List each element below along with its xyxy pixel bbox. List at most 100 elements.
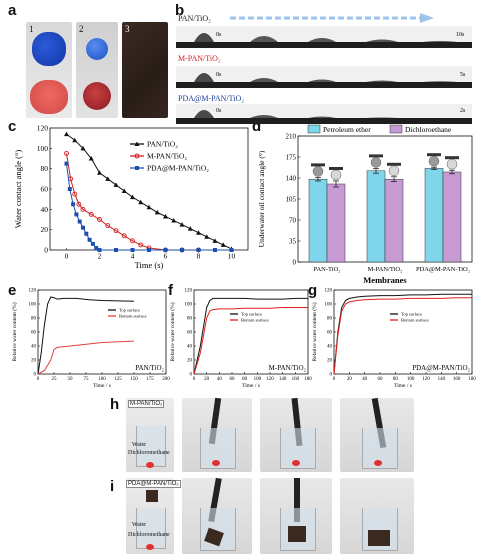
panel-label-i: i — [110, 478, 115, 495]
data-point-triangle — [130, 194, 135, 200]
series-line — [193, 307, 308, 375]
y-tick-label: 100 — [185, 303, 193, 308]
chart-f-relative-water-content: 0 20 40 60 80 100 120 140 160 180 0 20 40 60 80 100 120 T… — [169, 289, 312, 389]
data-point-triangle — [146, 204, 152, 210]
y-tick-label: 120 — [37, 124, 49, 133]
sample-number-1: 1 — [29, 24, 34, 34]
photo-sample-2: 2 — [76, 22, 118, 118]
y-tick-label: 80 — [41, 164, 49, 173]
data-point-circle — [121, 233, 127, 239]
legend-label: Top surface — [119, 308, 140, 313]
drop-thumb-surface — [369, 154, 383, 158]
photo-i-1: PDA@M-PAN/TiO₂ Water Dichloromethane — [126, 478, 181, 554]
x-tick-label: 20 — [204, 377, 210, 382]
y-tick-label: 70 — [289, 217, 297, 225]
data-point-circle — [105, 223, 111, 229]
data-point-circle — [97, 217, 102, 222]
y-tick-label: 40 — [31, 345, 37, 350]
data-point-triangle — [64, 131, 69, 137]
drop-thumb — [428, 155, 440, 167]
drop-thumb-surface — [427, 153, 441, 157]
data-point-circle — [80, 206, 86, 212]
y-axis-label: Water contact angle (°) — [13, 150, 23, 229]
x-tick-label: 140 — [438, 377, 446, 382]
data-point-square — [77, 219, 82, 224]
y-tick-label: 60 — [187, 331, 193, 336]
legend-label: PAN/TiO₂ — [147, 140, 178, 149]
legend-label: Bottom surface — [119, 314, 147, 319]
tag-h: M-PAN/TiO₂ — [128, 400, 165, 408]
blue-stain — [32, 32, 66, 66]
data-point-triangle — [220, 242, 226, 247]
row-name-pda: PDA@M-PAN/TiO₂ — [178, 94, 244, 103]
data-point-square — [163, 248, 168, 252]
legend-label: Bottom surface — [401, 318, 429, 323]
drop-thumb-surface — [311, 163, 325, 167]
row-strip-mpan — [176, 66, 472, 88]
row-name-pan: PAN/TiO₂ — [178, 14, 211, 23]
chart-e-relative-water-content: 0 25 50 75 100 125 150 175 200 0 20 40 60 80 100 120 Tim… — [11, 289, 170, 389]
drop-thumb-surface — [387, 162, 401, 166]
panel-label-b: b — [175, 2, 185, 19]
x-tick-label: 60 — [230, 377, 236, 382]
data-point-square — [196, 248, 201, 252]
photo-i-3 — [260, 478, 332, 554]
photo-i-4 — [340, 478, 414, 554]
x-axis-label: Membranes — [363, 275, 407, 285]
bar — [366, 170, 386, 263]
y-tick-label: 100 — [37, 144, 49, 153]
y-tick-label: 0 — [293, 259, 297, 267]
bar — [442, 171, 462, 263]
y-axis-label: Relative water content (%) — [311, 302, 318, 361]
chart-d-oil-contact-angle: 0 35 70 105 140 175 210 PAN-TiO₂ M-PAN/TiO₂ PDA@M… — [257, 124, 473, 285]
bar — [424, 168, 444, 263]
y-tick-label: 0 — [330, 373, 333, 378]
data-point-triangle — [179, 222, 185, 227]
x-axis-label: Time / s — [242, 383, 260, 389]
y-tick-label: 0 — [34, 373, 37, 378]
x-tick-label: 175 — [146, 377, 154, 382]
chart-annotation: PDA@M-PAN/TiO₂ — [412, 364, 470, 372]
y-tick-label: 35 — [289, 238, 297, 246]
row-tend-pan: 10s — [456, 32, 465, 38]
data-point-square — [147, 248, 151, 252]
x-tick-label: 40 — [217, 377, 223, 382]
panel-label-c: c — [8, 118, 17, 135]
chart-annotation: M-PAN/TiO₂ — [269, 364, 307, 372]
legend-swatch — [389, 124, 403, 134]
x-tick-label: 2 — [98, 252, 102, 261]
data-point-square — [130, 248, 135, 252]
photo-h-3 — [260, 397, 332, 472]
photo-sample-3: 3 — [122, 22, 168, 118]
legend-label: Top surface — [241, 312, 262, 317]
label-water-i: Water — [132, 522, 147, 528]
data-point-square — [229, 248, 234, 252]
photo-h-2 — [182, 397, 252, 472]
x-tick-label: PDA@M-PAN-TiO₂ — [416, 266, 470, 273]
row-t0-pda: 0s — [216, 108, 222, 114]
x-tick-label: 100 — [407, 377, 415, 382]
data-point-triangle — [171, 218, 177, 223]
row-tend-pda: 2s — [460, 108, 466, 114]
dark-membrane-i4 — [368, 530, 390, 546]
sample-number-2: 2 — [79, 24, 84, 34]
photo-h-4 — [340, 397, 414, 472]
series-line — [37, 296, 135, 375]
data-point-square — [213, 248, 217, 252]
x-tick-label: 20 — [347, 377, 353, 382]
y-tick-label: 20 — [187, 359, 193, 364]
data-point-square — [97, 248, 102, 252]
panel-b-drop-sequences: PAN/TiO₂ 0s 10s M-PAN/TiO₂ 0s 5s PDA@M-P… — [176, 13, 472, 124]
y-tick-label: 140 — [286, 175, 297, 183]
tag-i: PDA@M-PAN/TiO₂ — [126, 480, 181, 488]
data-point-triangle — [72, 137, 78, 143]
legend-marker — [134, 153, 140, 159]
red-stain — [30, 80, 68, 114]
plot-frame — [333, 289, 473, 375]
panel-label-h: h — [110, 396, 120, 413]
y-axis-label: Relative water content (%) — [11, 302, 18, 361]
panel-label-f: f — [168, 282, 173, 299]
y-tick-label: 20 — [327, 359, 333, 364]
series-line — [333, 293, 472, 375]
legend-marker — [134, 141, 140, 146]
